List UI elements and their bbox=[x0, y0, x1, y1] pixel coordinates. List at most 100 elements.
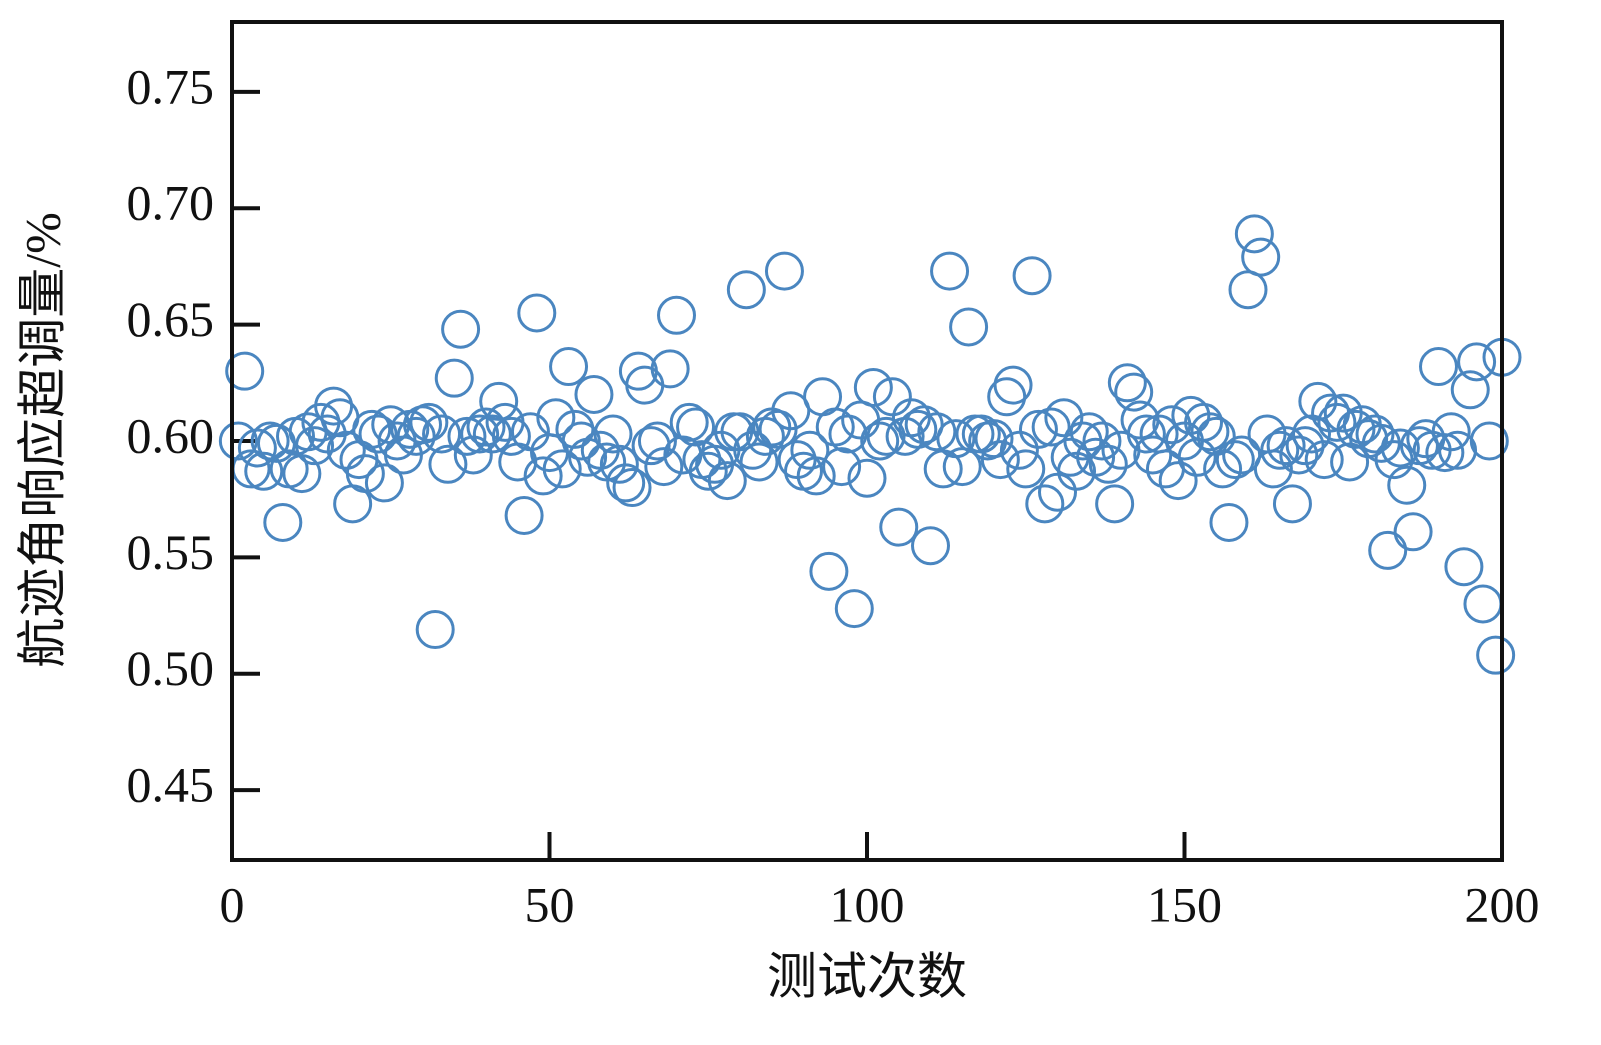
point bbox=[1025, 484, 1065, 524]
point bbox=[657, 295, 696, 335]
point bbox=[809, 551, 849, 591]
point bbox=[453, 435, 493, 475]
point bbox=[847, 458, 887, 498]
point bbox=[771, 391, 811, 431]
point bbox=[1444, 547, 1484, 587]
point bbox=[434, 358, 474, 398]
point bbox=[225, 351, 265, 391]
point bbox=[1196, 416, 1236, 456]
point bbox=[295, 426, 335, 466]
x-tick-label: 0 bbox=[220, 876, 245, 932]
point bbox=[409, 402, 449, 442]
point bbox=[733, 430, 773, 470]
point bbox=[326, 430, 366, 470]
point bbox=[1107, 363, 1147, 403]
point bbox=[523, 456, 563, 496]
point bbox=[764, 251, 804, 291]
point bbox=[491, 416, 531, 456]
point bbox=[1279, 435, 1319, 475]
point bbox=[479, 381, 519, 421]
point bbox=[1272, 484, 1312, 524]
point bbox=[1387, 465, 1427, 505]
point bbox=[1069, 412, 1109, 452]
point bbox=[644, 447, 684, 487]
point bbox=[542, 449, 582, 489]
point bbox=[466, 407, 506, 447]
y-tick-label: 0.60 bbox=[127, 407, 215, 463]
point bbox=[1419, 347, 1458, 387]
point bbox=[1018, 409, 1058, 449]
point bbox=[460, 414, 500, 454]
point bbox=[428, 444, 468, 484]
point bbox=[1006, 449, 1046, 489]
point bbox=[282, 454, 322, 494]
point bbox=[1158, 461, 1198, 501]
x-tick-label: 100 bbox=[830, 876, 905, 932]
point bbox=[993, 365, 1033, 405]
point bbox=[853, 367, 893, 407]
point bbox=[218, 421, 258, 461]
point bbox=[1374, 440, 1414, 480]
point bbox=[676, 407, 716, 447]
point bbox=[415, 610, 455, 650]
x-axis-label: 测试次数 bbox=[767, 948, 967, 1004]
point bbox=[974, 419, 1014, 459]
y-tick-label: 0.75 bbox=[127, 58, 215, 114]
point bbox=[612, 468, 652, 508]
point bbox=[314, 386, 354, 426]
point bbox=[1266, 426, 1306, 466]
point bbox=[472, 414, 512, 454]
point bbox=[1095, 484, 1135, 524]
point bbox=[1209, 502, 1249, 542]
point bbox=[828, 414, 868, 454]
x-tick-label: 50 bbox=[525, 876, 575, 932]
point bbox=[707, 461, 747, 501]
point bbox=[796, 456, 836, 496]
point bbox=[1336, 409, 1376, 449]
point bbox=[739, 442, 779, 482]
point bbox=[244, 451, 284, 491]
point bbox=[1469, 421, 1509, 461]
point bbox=[1476, 635, 1516, 675]
point bbox=[517, 293, 557, 333]
point bbox=[1260, 430, 1300, 470]
point bbox=[866, 416, 906, 456]
point bbox=[1253, 449, 1293, 489]
point bbox=[1450, 370, 1490, 410]
point bbox=[1368, 530, 1408, 570]
point bbox=[549, 347, 589, 387]
point bbox=[650, 349, 690, 389]
x-tick-label: 150 bbox=[1147, 876, 1222, 932]
point bbox=[822, 447, 862, 487]
point bbox=[1031, 407, 1071, 447]
y-tick-label: 0.45 bbox=[127, 757, 215, 813]
point bbox=[1165, 421, 1204, 461]
point bbox=[447, 416, 487, 456]
point bbox=[669, 402, 709, 442]
point bbox=[625, 365, 665, 405]
point bbox=[879, 507, 919, 547]
point bbox=[1380, 428, 1420, 468]
point bbox=[1393, 512, 1433, 552]
point bbox=[1215, 440, 1255, 480]
point bbox=[1317, 402, 1357, 442]
point bbox=[574, 374, 614, 414]
point bbox=[1044, 398, 1084, 438]
point bbox=[898, 409, 938, 449]
plot-frame bbox=[230, 20, 1504, 862]
point bbox=[1012, 256, 1052, 296]
point bbox=[949, 307, 989, 347]
point bbox=[561, 421, 601, 461]
point bbox=[352, 409, 392, 449]
point bbox=[1082, 421, 1122, 461]
point bbox=[726, 270, 766, 310]
point bbox=[345, 454, 385, 494]
point bbox=[917, 412, 957, 452]
y-tick-label: 0.50 bbox=[127, 640, 215, 696]
point bbox=[536, 398, 576, 438]
point bbox=[1184, 402, 1224, 442]
point bbox=[1463, 584, 1503, 624]
y-tick-label: 0.55 bbox=[127, 524, 215, 580]
point bbox=[834, 589, 874, 629]
point bbox=[1190, 412, 1230, 452]
